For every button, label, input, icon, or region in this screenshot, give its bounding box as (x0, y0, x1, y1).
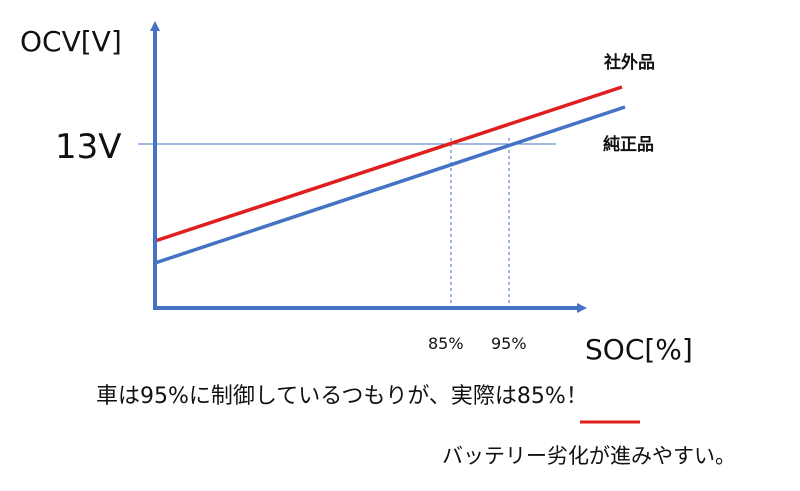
x-mark-label-85: 85% (428, 334, 464, 353)
y-mark-label-13v: 13V (55, 127, 122, 167)
series-label-aftermarket: 社外品 (603, 52, 655, 73)
y-axis-label: OCV[V] (20, 25, 122, 58)
note-text: バッテリー劣化が進みやすい。 (442, 444, 736, 468)
aftermarket-line (154, 85, 623, 243)
x-axis-label: SOC[%] (585, 333, 693, 366)
series-label-genuine: 純正品 (603, 134, 654, 155)
genuine-line (154, 105, 626, 265)
caption-text: 車は95%に制御しているつもりが、実際は85%！ (96, 384, 588, 409)
x-mark-label-95: 95% (491, 334, 527, 353)
